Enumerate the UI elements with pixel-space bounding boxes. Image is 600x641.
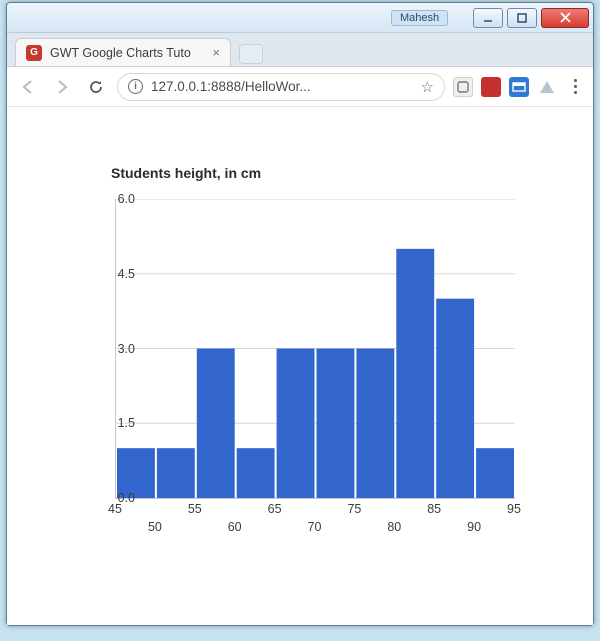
chart-container: Students height, in cm 0.01.53.04.56.045… (55, 165, 515, 527)
site-info-icon[interactable]: i (128, 79, 143, 94)
histogram-bar (476, 448, 514, 498)
url-text: 127.0.0.1:8888/HelloWor... (151, 79, 413, 94)
x-axis-tick-label: 70 (308, 498, 322, 534)
y-axis-tick-label: 1.5 (95, 416, 135, 430)
address-bar[interactable]: i 127.0.0.1:8888/HelloWor... ☆ (117, 73, 445, 101)
x-axis-tick-label: 90 (467, 498, 481, 534)
histogram-bar (317, 349, 355, 499)
browser-window: Mahesh G GWT Google Charts Tuto × (6, 2, 594, 626)
x-axis-tick-label: 50 (148, 498, 162, 534)
bookmark-star-icon[interactable]: ☆ (421, 78, 434, 96)
y-axis-tick-label: 4.5 (95, 267, 135, 281)
tab-close-icon[interactable]: × (212, 45, 220, 60)
minimize-button[interactable] (473, 8, 503, 28)
extension-icon-2[interactable] (481, 77, 501, 97)
histogram-chart: 0.01.53.04.56.04550556065707580859095 (95, 191, 515, 527)
x-axis-tick-label: 60 (228, 498, 242, 534)
tab-active[interactable]: G GWT Google Charts Tuto × (15, 38, 231, 66)
histogram-bar (157, 448, 195, 498)
page-content: Students height, in cm 0.01.53.04.56.045… (7, 107, 593, 625)
close-button[interactable] (541, 8, 589, 28)
y-axis-tick-label: 6.0 (95, 192, 135, 206)
histogram-bar (356, 349, 394, 499)
tab-title: GWT Google Charts Tuto (50, 46, 204, 60)
favicon-icon: G (26, 45, 42, 61)
histogram-bar (396, 249, 434, 498)
extension-icon-1[interactable] (453, 77, 473, 97)
x-axis-tick-label: 85 (427, 498, 441, 516)
maximize-button[interactable] (507, 8, 537, 28)
browser-menu-button[interactable] (565, 79, 585, 94)
user-badge: Mahesh (391, 10, 448, 26)
extension-icon-4[interactable] (537, 77, 557, 97)
histogram-bar (237, 448, 275, 498)
x-axis-tick-label: 75 (347, 498, 361, 516)
histogram-bar (197, 349, 235, 499)
histogram-bar (436, 299, 474, 498)
extension-icon-3[interactable] (509, 77, 529, 97)
forward-button[interactable] (49, 74, 75, 100)
back-button[interactable] (15, 74, 41, 100)
x-axis-tick-label: 95 (507, 498, 521, 516)
browser-toolbar: i 127.0.0.1:8888/HelloWor... ☆ (7, 67, 593, 107)
x-axis-tick-label: 45 (108, 498, 122, 516)
histogram-bar (277, 349, 315, 499)
tab-strip: G GWT Google Charts Tuto × (7, 33, 593, 67)
chart-title: Students height, in cm (111, 165, 515, 181)
x-axis-tick-label: 55 (188, 498, 202, 516)
x-axis-tick-label: 80 (387, 498, 401, 534)
os-titlebar: Mahesh (7, 3, 593, 33)
y-axis-tick-label: 3.0 (95, 342, 135, 356)
x-axis-tick-label: 65 (268, 498, 282, 516)
new-tab-button[interactable] (239, 44, 263, 64)
reload-button[interactable] (83, 74, 109, 100)
plot-area (115, 199, 515, 499)
